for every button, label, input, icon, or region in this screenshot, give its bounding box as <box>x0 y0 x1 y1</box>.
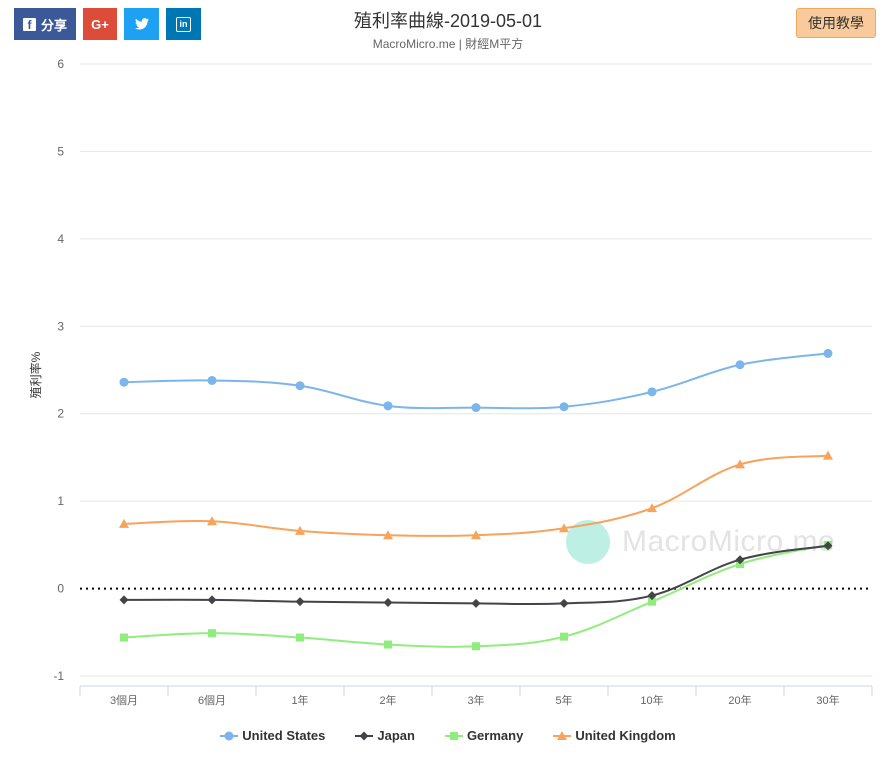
legend-marker[interactable] <box>557 730 568 740</box>
y-tick-label: 1 <box>57 494 64 508</box>
google-plus-share-button[interactable]: G+ <box>83 8 117 40</box>
chart-subtitle: MacroMicro.me | 財經M平方 <box>372 37 524 51</box>
data-point-united-states[interactable] <box>383 401 393 411</box>
data-point-united-kingdom[interactable] <box>119 518 129 528</box>
data-point-united-states[interactable] <box>647 387 657 397</box>
data-point-germany[interactable] <box>120 633 128 642</box>
y-axis: 6 5 4 3 2 1 0 -1 <box>53 57 64 683</box>
twitter-share-button[interactable] <box>124 8 159 40</box>
share-bar: f 分享 G+ in <box>14 8 201 40</box>
data-point-united-kingdom[interactable] <box>383 530 393 540</box>
data-point-united-kingdom[interactable] <box>823 450 833 460</box>
data-point-united-states[interactable] <box>471 403 481 413</box>
data-point-japan[interactable] <box>207 595 217 605</box>
triangle-marker-icon <box>553 730 572 740</box>
legend-item-japan[interactable]: Japan <box>355 728 415 743</box>
tutorial-button[interactable]: 使用教學 <box>796 8 876 38</box>
y-tick-label: 5 <box>57 144 64 158</box>
data-point-germany[interactable] <box>472 642 480 651</box>
grid-lines <box>80 63 872 677</box>
data-point-japan[interactable] <box>471 598 481 608</box>
data-point-japan[interactable] <box>295 597 305 607</box>
series-line-japan[interactable] <box>123 544 829 606</box>
linkedin-icon: in <box>176 16 191 32</box>
facebook-share-button[interactable]: f 分享 <box>14 8 76 40</box>
series-line-united-kingdom[interactable] <box>123 454 829 538</box>
linkedin-share-button[interactable]: in <box>166 8 201 40</box>
data-point-germany[interactable] <box>208 629 216 638</box>
data-point-japan[interactable] <box>119 595 129 605</box>
series-germany <box>120 540 832 651</box>
legend-label: Germany <box>466 728 524 743</box>
watermark-text: MacroMicro.me <box>622 525 836 558</box>
data-point-united-kingdom[interactable] <box>295 525 305 535</box>
x-tick-label: 3個月 <box>110 694 138 707</box>
legend-label: Japan <box>377 728 415 743</box>
legend-item-united-kingdom[interactable]: United Kingdom <box>553 728 676 743</box>
data-point-germany[interactable] <box>384 640 392 649</box>
share-label: 分享 <box>40 17 67 33</box>
chart-title: 殖利率曲線-2019-05-01 <box>353 11 543 31</box>
data-point-japan[interactable] <box>559 598 569 608</box>
y-tick-label: 0 <box>57 582 64 596</box>
data-point-united-kingdom[interactable] <box>559 523 569 533</box>
data-point-united-states[interactable] <box>295 381 305 391</box>
x-tick-label: 2年 <box>379 693 396 707</box>
y-tick-label: 3 <box>57 319 64 333</box>
y-axis-label: 殖利率% <box>28 351 43 398</box>
legend-label: United Kingdom <box>575 728 676 743</box>
google-plus-icon: G+ <box>91 16 109 32</box>
legend-marker[interactable] <box>449 731 458 740</box>
chart-legend: United States Japan Germany United Kingdom <box>0 728 896 743</box>
series-japan <box>119 541 833 608</box>
y-tick-label: 2 <box>57 407 64 421</box>
series-united-kingdom <box>119 450 833 540</box>
facebook-icon: f <box>22 17 36 32</box>
y-tick-label: 6 <box>57 57 64 71</box>
data-point-japan[interactable] <box>383 598 393 608</box>
data-point-united-kingdom[interactable] <box>471 530 481 540</box>
data-point-germany[interactable] <box>296 633 304 642</box>
x-tick-label: 1年 <box>291 693 308 707</box>
series-layer <box>119 348 833 651</box>
legend-marker[interactable] <box>359 731 369 740</box>
series-united-states <box>119 348 833 413</box>
data-point-united-kingdom[interactable] <box>735 459 745 469</box>
data-point-united-states[interactable] <box>207 375 217 385</box>
data-point-germany[interactable] <box>648 597 656 606</box>
square-marker-icon <box>444 731 463 740</box>
series-line-germany[interactable] <box>123 543 829 648</box>
data-point-united-states[interactable] <box>823 348 833 358</box>
x-tick-label: 3年 <box>467 693 484 707</box>
twitter-icon <box>134 18 149 30</box>
legend-marker[interactable] <box>224 731 234 740</box>
data-point-germany[interactable] <box>560 632 568 641</box>
x-tick-label: 20年 <box>728 693 751 707</box>
x-tick-label: 30年 <box>816 693 839 707</box>
diamond-marker-icon <box>355 731 374 740</box>
data-point-japan[interactable] <box>735 555 745 565</box>
data-point-united-states[interactable] <box>735 360 745 370</box>
series-line-united-states[interactable] <box>123 352 829 410</box>
x-tick-label: 10年 <box>640 693 663 707</box>
y-tick-label: -1 <box>53 669 64 683</box>
data-point-japan[interactable] <box>823 541 833 551</box>
y-tick-label: 4 <box>57 232 64 246</box>
data-point-united-states[interactable] <box>119 377 129 387</box>
legend-item-germany[interactable]: Germany <box>444 728 524 743</box>
x-tick-label: 5年 <box>555 693 572 707</box>
circle-marker-icon <box>220 731 239 740</box>
x-tick-label: 6個月 <box>198 694 226 707</box>
legend-item-united-states[interactable]: United States <box>220 728 325 743</box>
x-axis: 3個月 6個月 1年 2年 3年 5年 10年 20年 30年 <box>79 685 873 707</box>
data-point-united-kingdom[interactable] <box>207 516 217 526</box>
data-point-united-states[interactable] <box>559 402 569 412</box>
data-point-united-kingdom[interactable] <box>647 503 657 513</box>
data-point-japan[interactable] <box>647 591 657 601</box>
legend-label: United States <box>242 728 326 743</box>
